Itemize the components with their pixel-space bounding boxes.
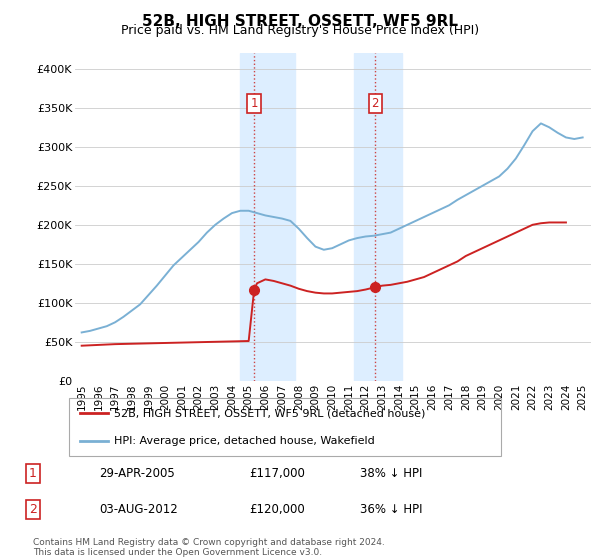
Text: HPI: Average price, detached house, Wakefield: HPI: Average price, detached house, Wake… [115,436,375,446]
Text: £120,000: £120,000 [249,503,305,516]
Text: 52B, HIGH STREET, OSSETT, WF5 9RL: 52B, HIGH STREET, OSSETT, WF5 9RL [142,14,458,29]
Text: 29-APR-2005: 29-APR-2005 [99,466,175,480]
Bar [241,53,295,381]
Text: 1: 1 [29,466,37,480]
Text: 36% ↓ HPI: 36% ↓ HPI [360,503,422,516]
Text: 2: 2 [29,503,37,516]
Text: 2: 2 [371,97,379,110]
Text: 52B, HIGH STREET, OSSETT, WF5 9RL (detached house): 52B, HIGH STREET, OSSETT, WF5 9RL (detac… [115,408,426,418]
Bar [354,53,403,381]
Text: £117,000: £117,000 [249,466,305,480]
Text: 1: 1 [250,97,258,110]
Text: 38% ↓ HPI: 38% ↓ HPI [360,466,422,480]
Text: 03-AUG-2012: 03-AUG-2012 [99,503,178,516]
Text: Contains HM Land Registry data © Crown copyright and database right 2024.
This d: Contains HM Land Registry data © Crown c… [33,538,385,557]
Text: Price paid vs. HM Land Registry's House Price Index (HPI): Price paid vs. HM Land Registry's House … [121,24,479,36]
